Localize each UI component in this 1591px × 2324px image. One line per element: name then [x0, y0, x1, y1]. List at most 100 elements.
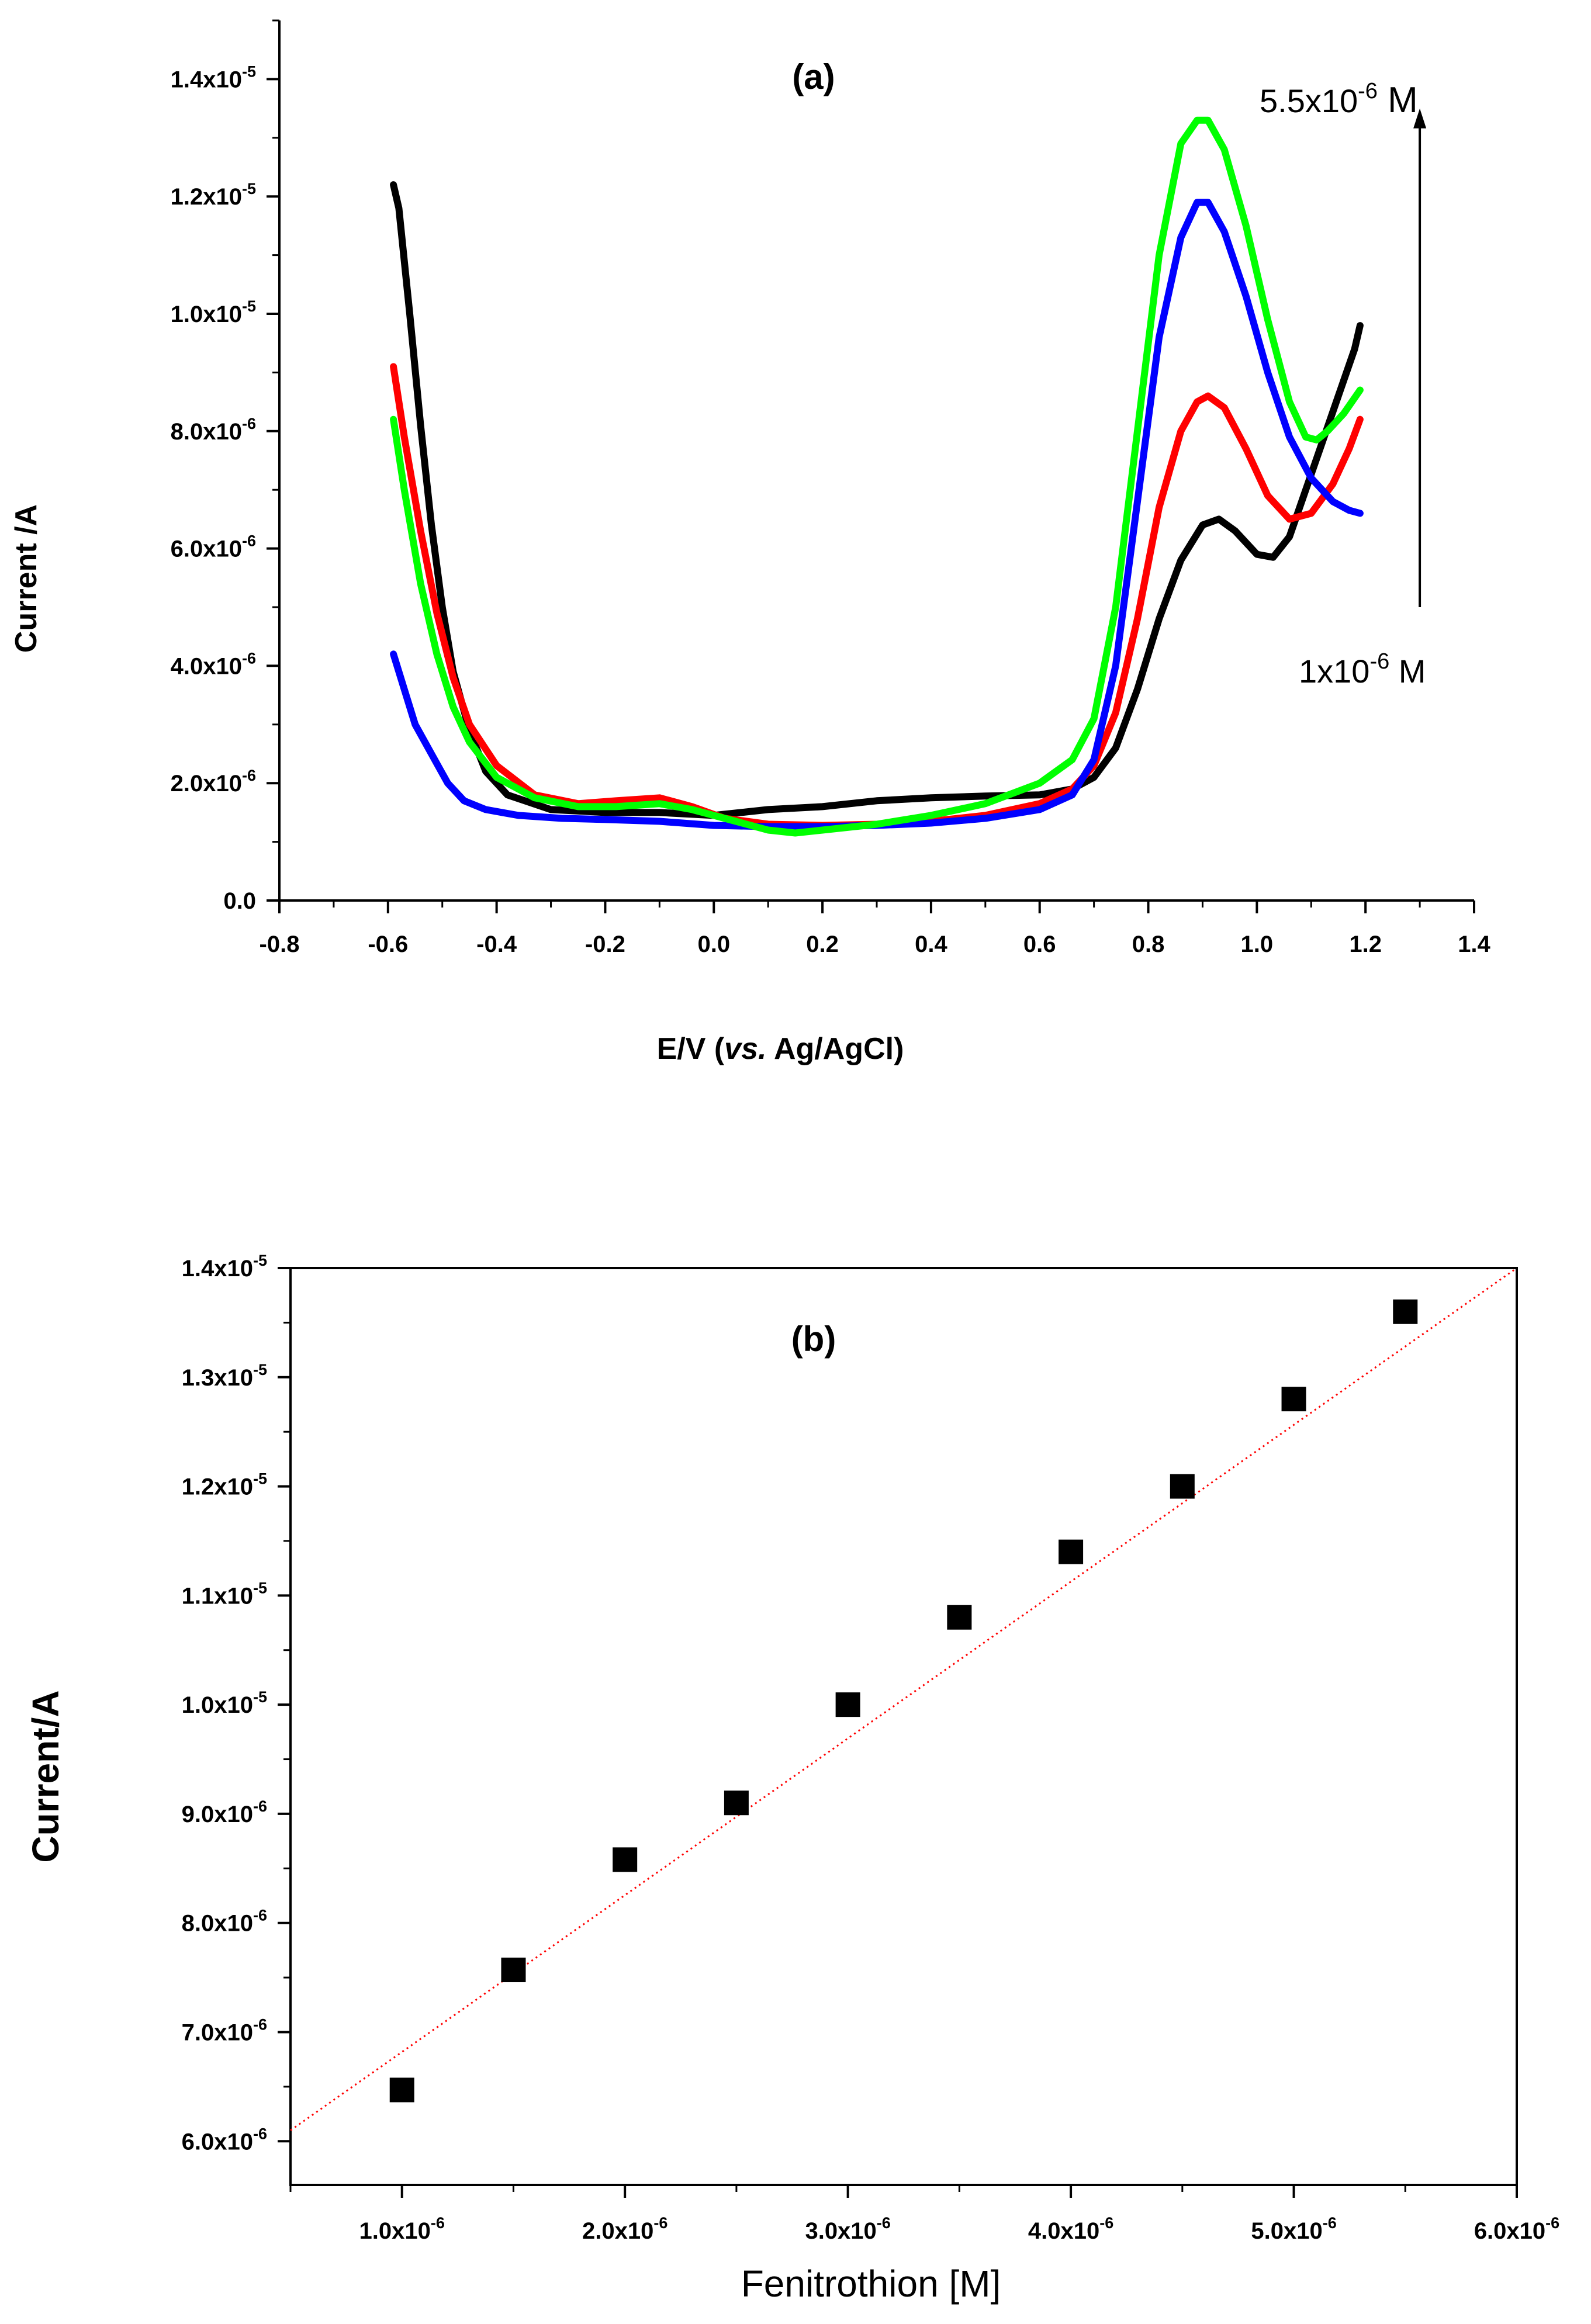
panel-a-y-tick-label-exponent: -5: [242, 180, 256, 198]
panel-b-y-tick-label-mantissa: 6.0x10: [182, 2129, 253, 2155]
panel-a-y-tick-label: 6.0x10-6: [171, 532, 256, 562]
panel-a-y-tick-label-exponent: -5: [242, 297, 256, 315]
panel-b-y-tick-label-exponent: -5: [253, 1361, 267, 1379]
panel-b-y-tick-label-exponent: -6: [253, 2125, 267, 2142]
panel-a-series-line: [390, 363, 1364, 829]
panel-a-x-tick-label: 0.2: [806, 931, 839, 957]
linear-fit-line: [290, 1267, 1517, 2131]
panel-b-chart: 1.0x10-6 2.0x10-6 3.0x10-6 4.0x10-6 5.0x10-6…: [25, 1252, 1559, 2305]
panel-a-x-tick-label: 1.2: [1349, 931, 1382, 957]
concentration-increase-arrow: [1413, 108, 1427, 607]
panel-a-y-axis-label: Current /A: [9, 504, 43, 653]
panel-b-y-tick-label-exponent: -5: [253, 1252, 267, 1269]
panel-b-y-tick-label-mantissa: 9.0x10: [182, 1802, 253, 1827]
panel-b-x-tick-label-mantissa: 3.0x10: [805, 2218, 876, 2244]
panel-a-y-tick-label-mantissa: 2.0x10: [171, 771, 242, 796]
panel-b-frame: [289, 1267, 1518, 2186]
panel-b-x-tick-label: 2.0x10-6: [582, 2214, 667, 2244]
panel-b-label: (b): [791, 1319, 836, 1359]
panel-a-y-tick-label-exponent: -5: [242, 63, 256, 80]
panel-a-x-label-prefix: E/V (: [657, 1032, 725, 1066]
annotation-top-mantissa: 5.5x10: [1260, 82, 1358, 119]
panel-b-x-tick-label-exponent: -6: [653, 2214, 667, 2232]
panel-a-x-tick-label: 0.8: [1132, 931, 1165, 957]
panel-a-x-tick-label: -0.8: [260, 931, 300, 957]
panel-a-y-tick-label-mantissa: 1.4x10: [171, 67, 242, 92]
panel-a-x-tick-label: 0.6: [1023, 931, 1056, 957]
data-point-marker: [835, 1692, 860, 1717]
annotation-top-concentration: 5.5x10-6 M: [1260, 79, 1418, 120]
panel-b-x-tick-label: 3.0x10-6: [805, 2214, 890, 2244]
panel-a-y-tick-label-exponent: -6: [242, 649, 256, 667]
panel-a-y-tick-label: 1.2x10-5: [171, 180, 256, 210]
annotation-top-exponent: -6: [1358, 79, 1378, 103]
panel-b-x-tick-label-mantissa: 4.0x10: [1028, 2218, 1099, 2244]
data-point-marker: [1170, 1474, 1195, 1499]
panel-a-y-tick-label: 2.0x10-6: [171, 767, 256, 796]
panel-a-series-line: [390, 181, 1364, 819]
panel-b-y-tick-label-exponent: -5: [253, 1579, 267, 1596]
panel-b-y-tick-label: 1.2x10-5: [182, 1470, 267, 1500]
data-point-marker: [1281, 1387, 1306, 1412]
panel-b-y-tick-label-exponent: -5: [253, 1470, 267, 1488]
panel-a-x-tick-label: 1.0: [1241, 931, 1274, 957]
panel-a-y-tick-label-mantissa: 4.0x10: [171, 653, 242, 679]
data-point-marker: [947, 1605, 972, 1630]
panel-b-y-tick-label-mantissa: 8.0x10: [182, 1911, 253, 1937]
panel-a-x-label-italic: vs.: [724, 1032, 766, 1066]
panel-a-y-tick-label: 8.0x10-6: [171, 415, 256, 445]
panel-b-x-tick-label-exponent: -6: [1323, 2214, 1337, 2232]
panel-b-y-tick-label: 1.1x10-5: [182, 1579, 267, 1609]
panel-a-x-tick-label: 0.4: [915, 931, 947, 957]
panel-b-y-tick-label: 8.0x10-6: [182, 1907, 267, 1937]
panel-b-x-tick-label-mantissa: 5.0x10: [1251, 2218, 1322, 2244]
panel-b-y-tick-label-mantissa: 1.2x10: [182, 1474, 253, 1500]
panel-b-x-tick-label: 6.0x10-6: [1474, 2214, 1559, 2244]
panel-a-y-tick-label-exponent: -6: [242, 767, 256, 784]
panel-b-x-tick-label-mantissa: 2.0x10: [582, 2218, 653, 2244]
panel-b-x-tick-label-mantissa: 1.0x10: [359, 2218, 431, 2244]
panel-a-chart: -0.8 -0.6 -0.4 -0.2 0.0 0.2 0.4 0.6 0.8 1.0 1.2 1.4…: [9, 19, 1491, 1066]
data-point-marker: [389, 2077, 414, 2103]
panel-b-y-tick-label-mantissa: 1.0x10: [182, 1692, 253, 1718]
panel-b-y-tick-label-mantissa: 1.3x10: [182, 1365, 253, 1391]
panel-a-x-label-suffix: Ag/AgCl): [766, 1032, 904, 1066]
annotation-bottom-mantissa: 1x10: [1299, 653, 1369, 690]
panel-a-plot-area: [390, 116, 1364, 837]
panel-b-y-tick-label-exponent: -6: [253, 1797, 267, 1815]
panel-a-y-tick-label-mantissa: 1.0x10: [171, 302, 242, 327]
data-point-marker: [1393, 1299, 1418, 1324]
panel-a-y-tick-label-mantissa: 6.0x10: [171, 536, 242, 562]
panel-a-x-tick-label: -0.2: [585, 931, 625, 957]
panel-a-x-tick-label: -0.6: [368, 931, 408, 957]
panel-b-x-tick-label-mantissa: 6.0x10: [1474, 2218, 1545, 2244]
panel-b-y-tick-label: 1.3x10-5: [182, 1361, 267, 1391]
panel-b-y-tick-label-exponent: -6: [253, 1907, 267, 1924]
data-point-marker: [724, 1790, 749, 1816]
panel-b-y-tick-label-mantissa: 1.4x10: [182, 1256, 253, 1282]
panel-a-y-tick-label-mantissa: 0.0: [223, 888, 256, 914]
panel-b-plot-area: [290, 1267, 1517, 2131]
panel-b-y-tick-label: 1.0x10-5: [182, 1688, 267, 1718]
panel-a-x-tick-label: 1.4: [1458, 931, 1490, 957]
panel-b-x-tick-label-exponent: -6: [1099, 2214, 1113, 2232]
panel-b-x-tick-label: 5.0x10-6: [1251, 2214, 1336, 2244]
data-point-marker: [1059, 1539, 1084, 1564]
arrow-head: [1413, 108, 1427, 129]
panel-b-x-tick-label-exponent: -6: [877, 2214, 891, 2232]
panel-a-y-tick-label-mantissa: 1.2x10: [171, 184, 242, 210]
panel-b-y-tick-label-exponent: -5: [253, 1688, 267, 1706]
panel-a-axes: -0.8 -0.6 -0.4 -0.2 0.0 0.2 0.4 0.6 0.8 1.0 1.2 1.4…: [171, 19, 1491, 957]
annotation-top-unit: M: [1378, 80, 1418, 120]
panel-a-x-tick-label: -0.4: [476, 931, 517, 957]
panel-b-y-tick-label-mantissa: 7.0x10: [182, 2020, 253, 2046]
panel-b-x-tick-label-exponent: -6: [1545, 2214, 1559, 2232]
panel-b-y-tick-label: 9.0x10-6: [182, 1797, 267, 1827]
panel-b-y-tick-label-mantissa: 1.1x10: [182, 1583, 253, 1609]
panel-a-y-tick-label-mantissa: 8.0x10: [171, 419, 242, 445]
panel-a-series-line: [390, 199, 1364, 830]
panel-a-y-tick-label-exponent: -6: [242, 415, 256, 432]
data-point-marker: [501, 1958, 526, 1983]
panel-a-x-axis-label: E/V (vs. Ag/AgCl): [657, 1032, 904, 1066]
